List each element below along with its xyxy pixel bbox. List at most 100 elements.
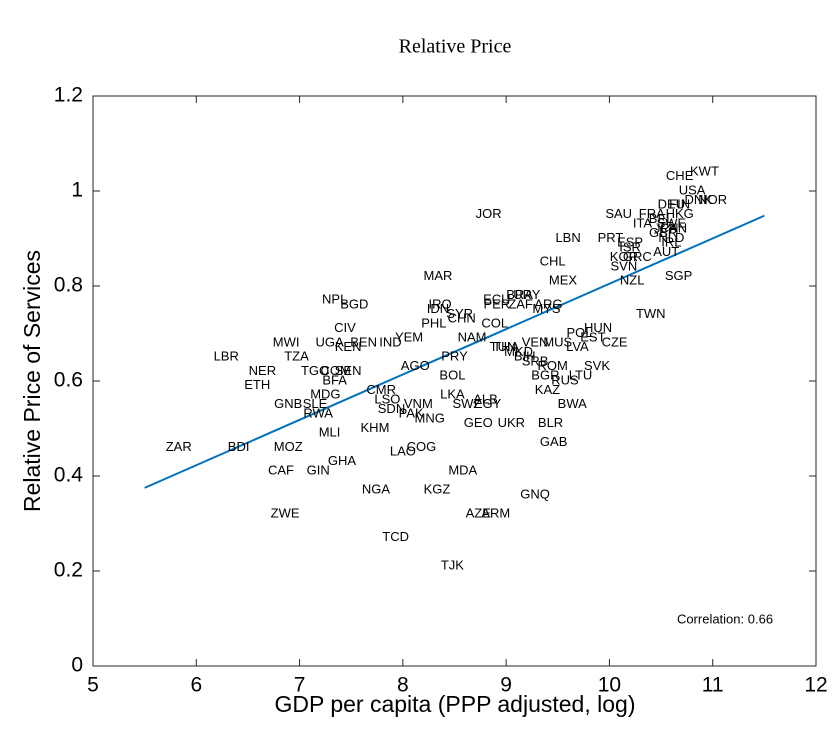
country-point: GNQ (520, 486, 550, 501)
country-point: GIN (307, 463, 330, 478)
country-point: KHM (361, 420, 390, 435)
country-point: UKR (498, 415, 525, 430)
x-tick-label: 6 (190, 674, 202, 697)
country-point: BGR (531, 368, 559, 383)
country-point: MOZ (274, 439, 303, 454)
country-point: NER (249, 363, 276, 378)
country-point: BEN (350, 334, 377, 349)
country-point: MNG (415, 410, 445, 425)
x-tick-label: 11 (702, 674, 724, 697)
country-point: KGZ (424, 482, 451, 497)
country-point: ZAF (508, 296, 533, 311)
x-tick-label: 9 (500, 674, 512, 697)
country-point: SWE (657, 216, 687, 231)
y-tick-label: 0.8 (54, 274, 83, 297)
country-point: MAR (424, 268, 453, 283)
country-point: YEM (395, 330, 423, 345)
y-tick-label: 0 (71, 654, 83, 677)
country-point: SVN (611, 258, 638, 273)
country-point: BGD (340, 296, 368, 311)
country-point: IND (379, 334, 401, 349)
country-point: BRA (506, 287, 533, 302)
country-point: RUS (551, 372, 579, 387)
fit-line (144, 214, 765, 489)
country-point: KWT (690, 163, 719, 178)
country-point: BWA (558, 396, 587, 411)
country-point: BLR (538, 415, 563, 430)
country-point: BIH (514, 349, 536, 364)
country-point: PRT (598, 230, 624, 245)
country-point: ALB (473, 391, 498, 406)
country-point: TCD (382, 529, 409, 544)
x-tick-label: 8 (397, 674, 409, 697)
country-point: ROM (537, 358, 567, 373)
country-point: JOR (476, 206, 502, 221)
country-point: CZE (602, 334, 628, 349)
country-point: GEO (464, 415, 493, 430)
country-point: SGP (665, 268, 692, 283)
country-point: USA (679, 182, 706, 197)
country-point: IRL (661, 235, 681, 250)
country-point: DEU (658, 197, 685, 212)
country-point: URY (513, 287, 541, 302)
y-tick-label: 1 (71, 179, 83, 202)
y-tick-label: 0.2 (54, 559, 83, 582)
country-point: LBR (214, 349, 239, 364)
country-point: CAN (660, 220, 687, 235)
country-point: GHA (328, 453, 357, 468)
country-point: LVA (566, 339, 589, 354)
country-point: MYS (532, 301, 561, 316)
country-point: IDN (427, 301, 449, 316)
country-point: KAZ (535, 382, 560, 397)
country-point: SLE (303, 396, 328, 411)
country-point: LSO (374, 391, 400, 406)
country-point: GNB (274, 396, 302, 411)
country-point: SAU (605, 206, 632, 221)
country-point: CIV (334, 320, 356, 335)
x-axis-label: GDP per capita (PPP adjusted, log) (275, 691, 636, 717)
country-point: ARM (481, 505, 510, 520)
country-point: CMR (366, 382, 396, 397)
country-point: EST (580, 330, 605, 345)
country-point: POL (566, 325, 592, 340)
country-point: LTU (569, 368, 593, 383)
y-tick-label: 0.4 (54, 464, 84, 487)
country-point: KEN (335, 339, 362, 354)
country-point: HUN (584, 320, 612, 335)
country-point: AGO (401, 358, 430, 373)
country-point: THA (493, 339, 519, 354)
country-point: CHE (666, 168, 694, 183)
country-point: MKD (504, 344, 533, 359)
country-point: ZAR (166, 439, 192, 454)
country-point: CHL (540, 254, 566, 269)
country-point: EGY (474, 396, 502, 411)
country-point: ITA (633, 216, 653, 231)
country-point: COG (407, 439, 437, 454)
country-point: NPL (322, 292, 347, 307)
country-point: DNK (685, 192, 713, 207)
country-point: FIN (669, 197, 690, 212)
country-point: SRB (522, 353, 549, 368)
country-point: COL (481, 315, 508, 330)
country-point: TWN (636, 306, 666, 321)
chart-title: Relative Price (399, 36, 512, 58)
country-point: PHL (421, 315, 446, 330)
country-point: MUS (543, 334, 572, 349)
country-point: HKG (666, 206, 694, 221)
y-axis-label: Relative Price of Services (19, 250, 45, 512)
country-point: SYR (446, 306, 473, 321)
country-point: AUT (653, 244, 679, 259)
country-point: VEN (522, 334, 549, 349)
country-point: PRY (441, 349, 468, 364)
country-point: LBN (555, 230, 580, 245)
country-point: MDA (448, 463, 477, 478)
country-point: TUN (490, 339, 517, 354)
country-point: SEN (335, 363, 362, 378)
country-point: MEX (549, 273, 578, 288)
country-point: MDG (310, 387, 340, 402)
country-point: CHN (448, 311, 476, 326)
country-point: KOR (610, 249, 638, 264)
country-point: VNM (404, 396, 433, 411)
country-point: SVK (584, 358, 610, 373)
